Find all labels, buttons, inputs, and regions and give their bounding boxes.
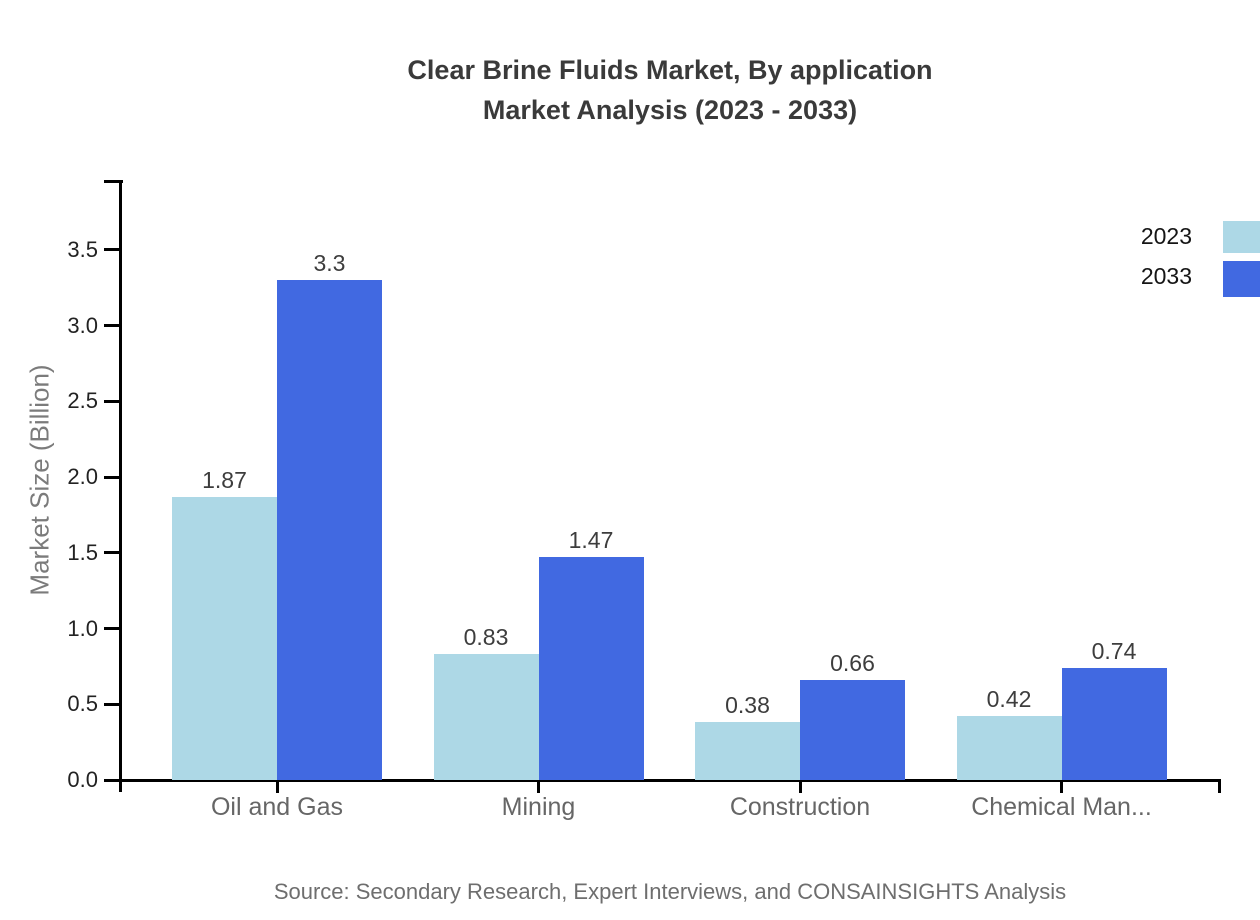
- value-label-2023: 1.87: [202, 466, 247, 493]
- x-tick: [275, 780, 279, 793]
- bar-2023: [695, 722, 800, 780]
- value-label-2023: 0.42: [986, 686, 1032, 713]
- x-axis-line: [104, 778, 1221, 782]
- value-label-2033: 3.3: [313, 250, 346, 277]
- source-attribution: Source: Secondary Research, Expert Inter…: [273, 879, 1067, 904]
- y-tick-label: 2.5: [67, 388, 98, 414]
- y-tick-label: 1.0: [67, 615, 98, 641]
- chart-title: Clear Brine Fluids Market, By applicatio…: [80, 50, 1260, 130]
- y-axis-top-cap: [104, 180, 123, 183]
- x-category-label: Mining: [501, 793, 576, 821]
- bar-2033: [800, 680, 905, 780]
- x-tick: [537, 780, 540, 793]
- chart-title-line1: Clear Brine Fluids Market, By applicatio…: [407, 55, 933, 85]
- value-label-2033: 1.47: [568, 527, 614, 554]
- y-tick: [104, 475, 120, 479]
- y-axis-line: [119, 180, 122, 792]
- y-tick-label: 0.0: [67, 767, 98, 792]
- y-tick: [104, 627, 120, 630]
- y-tick-label: 1.5: [67, 539, 98, 565]
- legend-label-2023: 2023: [1140, 223, 1192, 249]
- x-category-label: Construction: [729, 793, 871, 821]
- x-category-label: Chemical Man...: [971, 793, 1152, 821]
- y-tick: [104, 399, 120, 403]
- x-category-label: Oil and Gas: [210, 793, 343, 821]
- y-tick: [104, 248, 120, 252]
- chart-title-line2: Market Analysis (2023 - 2033): [482, 95, 858, 125]
- bar-2023: [956, 716, 1062, 780]
- y-tick: [104, 324, 120, 327]
- y-tick-label: 3.0: [67, 312, 98, 338]
- bar-2033: [538, 557, 644, 780]
- x-tick: [1060, 780, 1063, 793]
- y-tick-label: 3.5: [67, 236, 98, 262]
- value-label-2033: 0.66: [830, 650, 875, 676]
- legend-swatch-2023: [1223, 221, 1260, 253]
- y-tick-label: 2.0: [67, 464, 98, 489]
- bar-2023: [172, 496, 277, 780]
- bar-2033: [1061, 667, 1167, 780]
- value-label-2023: 0.83: [463, 624, 509, 651]
- y-tick: [104, 778, 120, 782]
- value-label-2023: 0.38: [725, 692, 770, 719]
- legend-swatch-2033: [1223, 261, 1260, 297]
- x-tick: [798, 780, 802, 793]
- y-tick-label: 0.5: [67, 691, 98, 717]
- y-tick: [104, 551, 120, 555]
- bar-2023: [433, 654, 539, 780]
- bar-2033: [277, 280, 382, 780]
- x-axis-end-tick: [1218, 780, 1221, 793]
- y-tick: [104, 702, 120, 706]
- value-label-2033: 0.74: [1091, 637, 1137, 664]
- legend-label-2033: 2033: [1140, 263, 1192, 289]
